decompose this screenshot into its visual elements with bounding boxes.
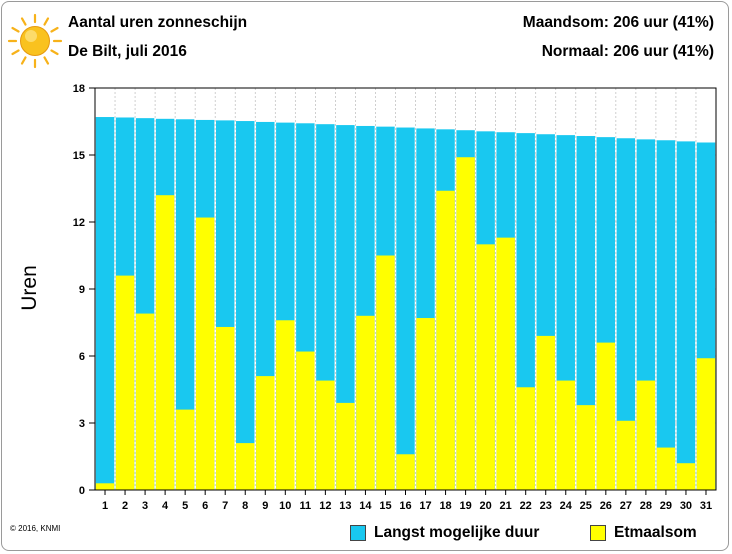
x-tick-label: 14 [359, 500, 372, 512]
bar-sunshine [236, 443, 255, 490]
monthly-total: Maandsom: 206 uur (41%) [522, 14, 714, 31]
y-tick-label: 12 [73, 217, 85, 229]
x-tick-label: 15 [379, 500, 391, 512]
x-tick-label: 9 [262, 500, 268, 512]
x-tick-label: 17 [419, 500, 431, 512]
bar-sunshine [696, 358, 716, 490]
y-tick-label: 9 [79, 284, 85, 296]
bar-sunshine [676, 463, 696, 490]
x-tick-label: 19 [459, 500, 471, 512]
bar-sunshine [596, 342, 616, 490]
legend-swatch-max-duration [350, 525, 366, 541]
x-tick-label: 21 [500, 500, 512, 512]
bar-sunshine [516, 387, 535, 490]
legend-item-max-duration: Langst mogelijke duur [350, 524, 539, 542]
legend-label-sunshine: Etmaalsom [614, 524, 697, 541]
x-tick-label: 26 [600, 500, 612, 512]
legend-label-max-duration: Langst mogelijke duur [374, 524, 540, 541]
x-tick-label: 3 [142, 500, 148, 512]
bar-sunshine [195, 217, 215, 491]
bar-sunshine [396, 454, 415, 490]
x-tick-label: 8 [242, 500, 248, 512]
bar-max-duration [175, 119, 195, 491]
bar-sunshine [336, 402, 355, 490]
x-tick-label: 2 [122, 500, 128, 512]
chart-title: Aantal uren zonneschijn [68, 14, 248, 31]
bar-max-duration [236, 121, 255, 490]
bar-sunshine [115, 275, 135, 490]
x-tick-label: 23 [540, 500, 552, 512]
legend-swatch-sunshine [590, 525, 606, 541]
bar-sunshine [576, 405, 596, 490]
bar-max-duration [336, 125, 355, 490]
bar-sunshine [436, 190, 455, 490]
bar-sunshine [316, 380, 335, 490]
x-tick-label: 18 [439, 500, 451, 512]
bar-max-duration [656, 140, 676, 490]
bar-sunshine [376, 255, 395, 490]
x-tick-label: 6 [202, 500, 208, 512]
bar-sunshine [476, 244, 495, 490]
x-tick-label: 10 [279, 500, 291, 512]
bar-sunshine [416, 318, 435, 490]
bar-sunshine [356, 315, 375, 490]
bar-max-duration [676, 141, 696, 491]
x-tick-label: 12 [319, 500, 331, 512]
bar-sunshine [215, 326, 235, 490]
x-tick-label: 16 [399, 500, 411, 512]
copyright: © 2016, KNMI [10, 524, 61, 533]
x-tick-label: 28 [640, 500, 652, 512]
x-tick-label: 4 [162, 500, 169, 512]
x-tick-label: 11 [300, 500, 312, 512]
x-tick-label: 25 [580, 500, 592, 512]
normal-total: Normaal: 206 uur (41%) [541, 43, 714, 60]
sun-icon [7, 13, 63, 69]
bar-sunshine [556, 380, 575, 490]
y-tick-label: 3 [79, 418, 85, 430]
bar-sunshine [175, 409, 195, 490]
bar-sunshine [616, 420, 636, 490]
bar-sunshine [636, 380, 656, 490]
legend-item-sunshine: Etmaalsom [590, 524, 697, 542]
bar-sunshine [536, 335, 555, 490]
x-tick-label: 24 [560, 500, 573, 512]
bar-sunshine [296, 351, 315, 490]
x-tick-label: 27 [620, 500, 632, 512]
x-tick-label: 31 [700, 500, 712, 512]
x-tick-label: 29 [660, 500, 672, 512]
y-tick-label: 15 [73, 150, 85, 162]
bar-sunshine [656, 447, 676, 490]
bar-sunshine [135, 313, 155, 490]
bar-max-duration [576, 136, 596, 490]
bar-sunshine [496, 237, 515, 490]
y-tick-label: 6 [79, 351, 85, 363]
x-tick-label: 13 [339, 500, 351, 512]
x-tick-label: 5 [182, 500, 188, 512]
bar-sunshine [95, 483, 115, 490]
x-tick-label: 30 [680, 500, 692, 512]
x-tick-label: 1 [102, 500, 108, 512]
chart-subtitle: De Bilt, juli 2016 [68, 43, 187, 60]
bar-max-duration [396, 127, 415, 490]
bar-max-duration [95, 117, 115, 491]
x-tick-label: 22 [520, 500, 532, 512]
bar-sunshine [256, 376, 275, 490]
bar-sunshine [155, 195, 175, 490]
x-tick-label: 7 [222, 500, 228, 512]
y-tick-label: 18 [73, 83, 85, 95]
y-tick-label: 0 [79, 485, 85, 497]
bar-max-duration [616, 138, 636, 490]
bar-sunshine [276, 320, 295, 490]
bar-sunshine [456, 157, 475, 490]
x-tick-label: 20 [480, 500, 492, 512]
